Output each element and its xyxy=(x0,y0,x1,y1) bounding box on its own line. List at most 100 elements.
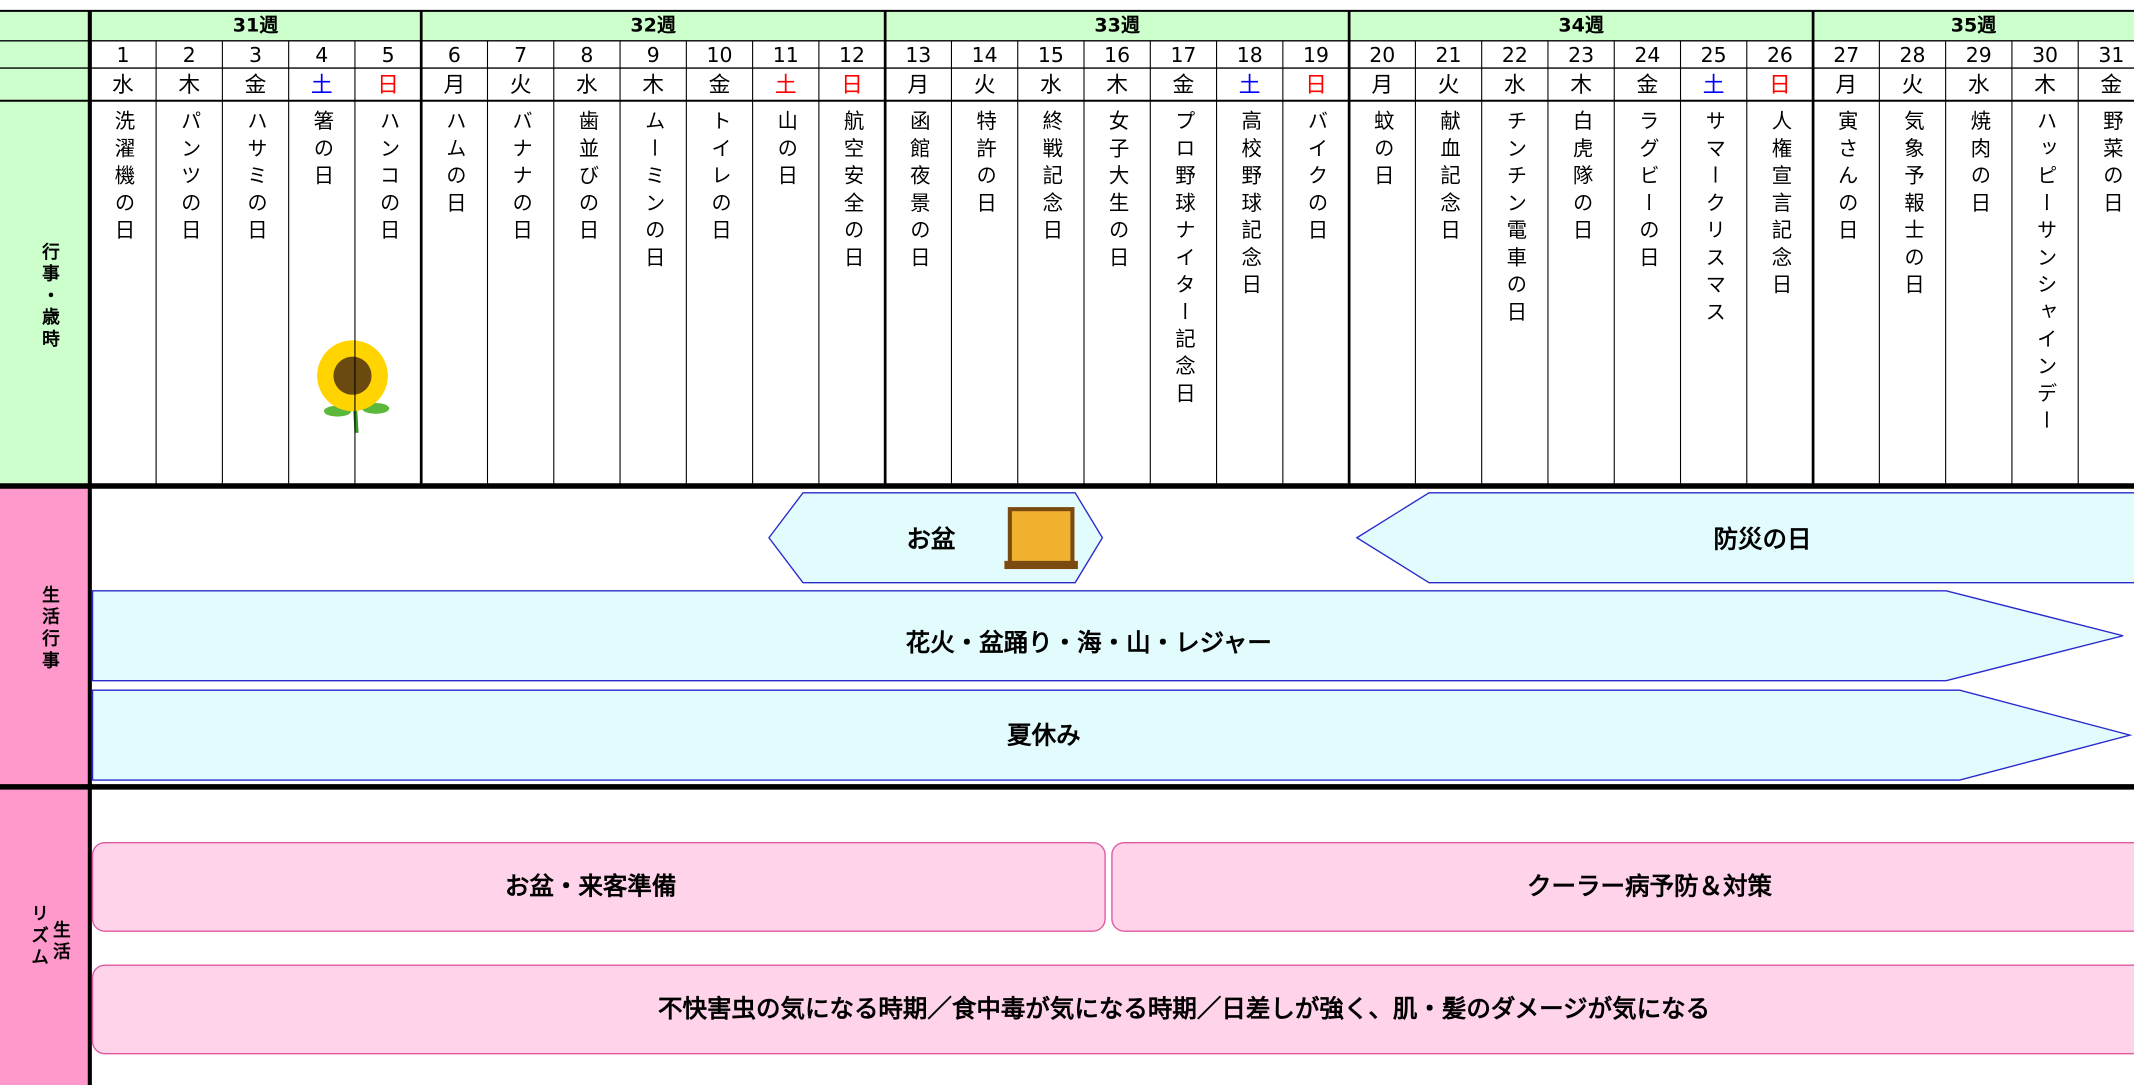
weekday: 土 xyxy=(1703,73,1725,98)
label-column-top xyxy=(0,10,90,487)
day-number: 13 xyxy=(905,43,931,67)
weekday: 日 xyxy=(377,73,399,98)
life-event-bar xyxy=(1355,492,2134,584)
day-number: 12 xyxy=(839,43,865,67)
day-event: 蚊の日 xyxy=(1370,110,1394,192)
day-event: 人権宣言記念日 xyxy=(1768,110,1792,301)
life-event-bar xyxy=(91,689,2133,781)
day-number: 27 xyxy=(1833,43,1859,67)
day-number: 2 xyxy=(183,43,196,67)
day-number: 17 xyxy=(1170,43,1196,67)
life-event-label: 防災の日 xyxy=(1713,524,1811,553)
weekday: 水 xyxy=(1504,73,1526,98)
weekday: 水 xyxy=(1968,73,1990,98)
day-number: 24 xyxy=(1634,43,1660,67)
day-event: ムーミンの日 xyxy=(641,110,665,273)
day-event: プロ野球ナイター記念日 xyxy=(1171,110,1195,409)
week-row xyxy=(89,10,2134,41)
weekday: 月 xyxy=(907,73,929,98)
weekday: 土 xyxy=(311,73,333,98)
day-event: ハンコの日 xyxy=(376,110,400,246)
weekday: 月 xyxy=(1371,73,1393,98)
day-event: パンツの日 xyxy=(177,110,201,246)
life-event-label: 夏休み xyxy=(1007,720,1080,749)
lantern-icon xyxy=(1004,507,1078,570)
weekday: 火 xyxy=(1438,73,1460,98)
day-event: バイクの日 xyxy=(1304,110,1328,246)
day-number: 6 xyxy=(448,43,461,67)
day-event: 特許の日 xyxy=(973,110,997,219)
day-event: ラグビーの日 xyxy=(1635,110,1659,273)
rhythm-bar xyxy=(1111,842,2134,932)
day-number: 28 xyxy=(1900,43,1926,67)
lantern-base xyxy=(1004,560,1078,570)
day-number: 3 xyxy=(249,43,262,67)
weekday: 木 xyxy=(2034,73,2056,98)
day-number: 14 xyxy=(972,43,998,67)
weekday: 水 xyxy=(112,73,134,98)
day-event: 箸の日 xyxy=(310,110,334,192)
day-event: チンチン電車の日 xyxy=(1503,110,1527,328)
weekday: 金 xyxy=(2100,73,2122,98)
day-number: 7 xyxy=(514,43,527,67)
weekday: 土 xyxy=(1239,73,1261,98)
day-event: 高校野球記念日 xyxy=(1238,110,1262,301)
rhythm-label: お盆・来客準備 xyxy=(505,872,676,901)
day-event: サマークリスマス xyxy=(1702,110,1726,328)
week-label: 33週 xyxy=(1094,14,1140,36)
day-number: 21 xyxy=(1436,43,1462,67)
life-event-label: 花火・盆踊り・海・山・レジャー xyxy=(906,628,1272,657)
day-event: 航空安全の日 xyxy=(840,110,864,273)
weekday: 月 xyxy=(1835,73,1857,98)
day-number: 4 xyxy=(315,43,328,67)
day-event: 女子大生の日 xyxy=(1105,110,1129,273)
life-event-label: お盆 xyxy=(906,524,955,553)
weekday: 水 xyxy=(1040,73,1062,98)
day-number: 19 xyxy=(1303,43,1329,67)
row-label: 生活 xyxy=(50,919,71,964)
weekday: 土 xyxy=(775,73,797,98)
day-number: 26 xyxy=(1767,43,1793,67)
day-event: 野菜の日 xyxy=(2099,110,2123,219)
day-number: 16 xyxy=(1104,43,1130,67)
week-label: 31週 xyxy=(233,14,279,36)
day-number: 20 xyxy=(1369,43,1395,67)
day-number: 30 xyxy=(2032,43,2058,67)
day-event: 焼肉の日 xyxy=(1967,110,1991,219)
day-event: ハッピーサンシャインデー xyxy=(2033,110,2057,437)
life-event-bar xyxy=(91,590,2124,682)
day-number: 1 xyxy=(116,43,129,67)
row-label: 生活行事 xyxy=(39,584,61,673)
weekday: 火 xyxy=(974,73,996,98)
day-number: 8 xyxy=(580,43,593,67)
day-number: 15 xyxy=(1038,43,1064,67)
day-number: 9 xyxy=(647,43,660,67)
lantern-body xyxy=(1007,507,1075,566)
day-number: 23 xyxy=(1568,43,1594,67)
weekday: 金 xyxy=(245,73,267,98)
weekday: 火 xyxy=(1902,73,1924,98)
day-event: 函館夜景の日 xyxy=(906,110,930,273)
weekday: 日 xyxy=(841,73,863,98)
rhythm-label: クーラー病予防＆対策 xyxy=(1527,872,1772,901)
weekday: 金 xyxy=(709,73,731,98)
day-event: 気象予報士の日 xyxy=(1901,110,1925,301)
weekday: 木 xyxy=(1570,73,1592,98)
day-event: 歯並びの日 xyxy=(575,110,599,246)
day-event: 白虎隊の日 xyxy=(1569,110,1593,246)
weekday: 日 xyxy=(1769,73,1791,98)
day-number: 31 xyxy=(2098,43,2124,67)
rhythm-bar xyxy=(91,964,2134,1055)
day-event: 終戦記念日 xyxy=(1039,110,1063,246)
row-label: 行事・歳時 xyxy=(39,241,61,351)
day-number: 18 xyxy=(1237,43,1263,67)
day-event: 献血記念日 xyxy=(1437,110,1461,246)
day-number: 11 xyxy=(773,43,799,67)
day-event: ハサミの日 xyxy=(244,110,268,246)
day-event: 寅さんの日 xyxy=(1834,110,1858,246)
weekday: 木 xyxy=(1106,73,1128,98)
week-label: 34週 xyxy=(1558,14,1604,36)
day-event: 洗濯機の日 xyxy=(111,110,135,246)
row-label: リズム xyxy=(28,904,48,969)
